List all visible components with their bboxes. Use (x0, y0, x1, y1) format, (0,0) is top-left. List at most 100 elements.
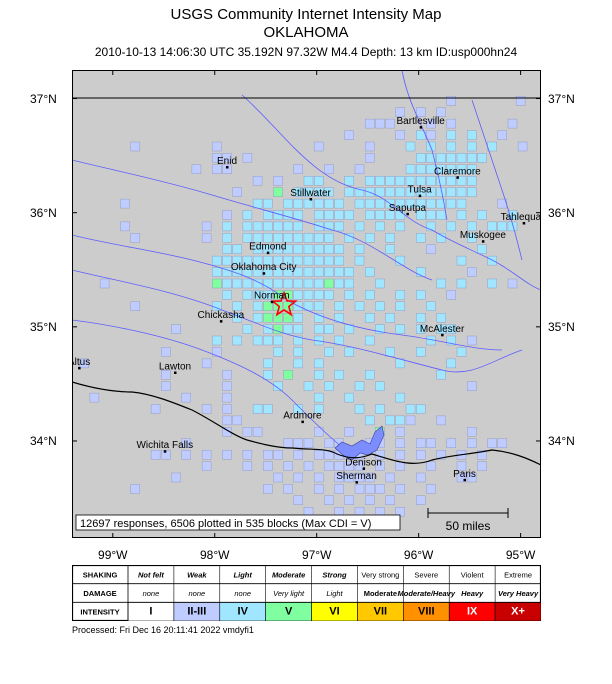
cdi-block (416, 438, 426, 448)
cdi-block (313, 472, 324, 483)
cdi-block (120, 198, 130, 209)
cdi-block (242, 221, 253, 232)
cdi-block (467, 381, 477, 391)
cdi-block (273, 278, 283, 289)
cdi-block (487, 278, 497, 289)
cdi-block (354, 472, 365, 483)
cdi-block (365, 141, 375, 152)
cdi-block (365, 198, 375, 209)
cdi-block (313, 233, 324, 243)
cdi-block (446, 118, 456, 129)
city-label: Enid (217, 156, 237, 167)
cdi-block (405, 141, 416, 152)
epicenter-marker (270, 290, 298, 317)
cdi-block (293, 164, 304, 175)
cdi-block (385, 415, 395, 426)
cdi-block (252, 175, 263, 186)
city-dot (270, 300, 274, 304)
cdi-block (242, 450, 253, 460)
cdi-block (222, 415, 232, 426)
cdi-block (334, 255, 344, 266)
cdi-block (222, 244, 232, 254)
cdi-block (467, 221, 477, 232)
cdi-block (222, 381, 232, 391)
region-title: OKLAHOMA (263, 24, 349, 41)
cdi-block (252, 290, 263, 300)
cdi-block (385, 233, 395, 243)
cdi-block (263, 450, 273, 460)
legend-cell-intensity: X+ (511, 606, 525, 618)
cdi-block (426, 484, 436, 494)
cdi-block (426, 198, 436, 209)
cdi-block (416, 472, 426, 483)
cdi-block (273, 335, 283, 346)
cdi-block (252, 233, 263, 243)
cdi-block (242, 461, 253, 471)
lon-label: 98°W (199, 548, 230, 562)
cdi-block (303, 175, 314, 186)
cdi-block (456, 198, 467, 209)
cdi-block (324, 290, 334, 300)
cdi-block (222, 392, 232, 403)
cdi-block (375, 324, 385, 334)
legend-row-header: INTENSITY (80, 608, 119, 617)
cdi-block (416, 267, 426, 277)
cdi-block (416, 107, 426, 117)
cdi-block (130, 484, 140, 494)
cdi-block (222, 164, 232, 175)
cdi-block (334, 301, 344, 312)
responses-note: 12697 responses, 6506 plotted in 535 blo… (75, 514, 401, 531)
cdi-block (395, 438, 405, 448)
cdi-block (313, 244, 324, 254)
cdi-block (232, 301, 242, 312)
cdi-block (273, 255, 283, 266)
cdi-block (313, 267, 324, 277)
cdi-block (344, 472, 354, 483)
cdi-block (313, 255, 324, 266)
cdi-block (456, 278, 467, 289)
cdi-block (334, 210, 344, 220)
cdi-block (385, 187, 395, 197)
cdi-block (385, 312, 395, 323)
legend-row-header: SHAKING (83, 570, 118, 579)
intensity-legend: SHAKING DAMAGE INTENSITY Not felt none I Weak n… (72, 565, 541, 621)
cdi-block (283, 278, 293, 289)
cdi-block (375, 210, 385, 220)
cdi-block (446, 153, 456, 163)
cdi-block (344, 392, 354, 403)
cdi-block (426, 461, 436, 471)
cdi-block (150, 450, 161, 460)
cdi-block (313, 141, 324, 152)
cdi-block (242, 233, 253, 243)
cdi-block (283, 210, 293, 220)
cdi-block (293, 221, 304, 232)
cdi-block (283, 324, 293, 334)
cdi-block (354, 244, 365, 254)
cdi-block (467, 130, 477, 140)
city-label: Stillwater (290, 188, 331, 199)
cdi-block (395, 221, 405, 232)
city-label: Ardmore (283, 411, 322, 422)
lat-label-right: 34°N (548, 433, 575, 448)
cdi-block (344, 130, 354, 140)
cdi-block (252, 301, 263, 312)
city-dot (301, 420, 304, 424)
cdi-block (375, 461, 385, 471)
cdi-block (467, 141, 477, 152)
cdi-block (324, 461, 334, 471)
cdi-block (313, 312, 324, 323)
city-label: Oklahoma City (231, 262, 297, 273)
cdi-block (477, 210, 487, 220)
city-label: Edmond (249, 242, 286, 253)
cdi-block (263, 198, 273, 209)
cdi-block (313, 358, 324, 369)
cdi-block (293, 495, 304, 505)
cdi-block (303, 290, 314, 300)
cdi-block (365, 267, 375, 277)
cdi-block (385, 244, 395, 254)
legend-cell-shaking: Moderate (272, 570, 305, 579)
cdi-block (467, 153, 477, 163)
legend-cell-damage: Very Heavy (498, 589, 539, 598)
cdi-block (426, 244, 436, 254)
cdi-block (212, 164, 222, 175)
